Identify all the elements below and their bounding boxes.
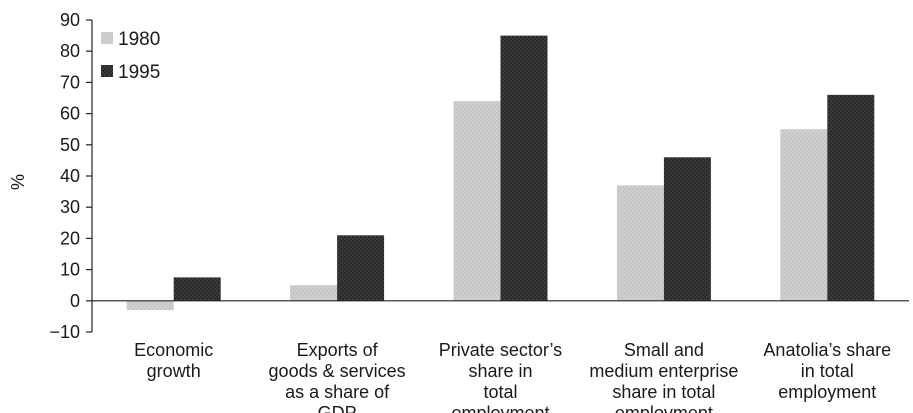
category-label: growth: [147, 361, 201, 381]
bar-1980-1: [126, 300, 174, 311]
category-label: Anatolia’s share: [763, 340, 891, 360]
bar-1980-5: [780, 129, 828, 301]
category-label: share in: [468, 361, 532, 381]
bar-1995-2: [337, 235, 385, 301]
bar-1980-3: [453, 101, 501, 301]
bar-1995-4: [663, 157, 711, 301]
y-axis: 90 80 70 60 50 40 30 20 10 0 −10: [49, 10, 93, 342]
y-tick-label: 80: [60, 41, 80, 61]
y-tick-label: 20: [60, 228, 80, 248]
y-tick-label: 10: [60, 260, 80, 280]
bar-1980-4: [616, 185, 664, 301]
y-tick-label: 0: [70, 291, 80, 311]
category-label: employment: [615, 403, 713, 413]
category-label: Private sector’s: [439, 340, 562, 360]
y-tick-label: 70: [60, 72, 80, 92]
category-label: in total: [801, 361, 854, 381]
bar-1995-1: [173, 277, 221, 301]
category-label: total: [483, 382, 517, 402]
bar-1995-5: [827, 94, 875, 301]
legend: 1980 1995: [101, 29, 160, 83]
y-tick-label: 30: [60, 197, 80, 217]
category-label: medium enterprise: [589, 361, 738, 381]
legend-label-1980: 1980: [118, 29, 160, 50]
category-label: Small and: [624, 340, 704, 360]
bar-1980-2: [290, 285, 338, 301]
y-tick-label: 50: [60, 135, 80, 155]
legend-swatch-1995: [101, 65, 113, 77]
category-label: Exports of: [297, 340, 379, 360]
category-label: GDP: [318, 403, 357, 413]
y-tick-label: 40: [60, 166, 80, 186]
bars: [126, 35, 875, 311]
category-label: Economic: [134, 340, 213, 360]
category-label: employment: [778, 382, 876, 402]
y-tick-label: −10: [49, 322, 80, 342]
category-label: employment: [451, 403, 549, 413]
category-label: goods & services: [269, 361, 406, 381]
bar-1995-3: [500, 35, 548, 301]
legend-label-1995: 1995: [118, 62, 160, 83]
category-label: as a share of: [285, 382, 390, 402]
legend-swatch-1980: [101, 32, 113, 44]
y-tick-label: 60: [60, 104, 80, 124]
y-tick-label: 90: [60, 10, 80, 30]
y-axis-label: %: [8, 174, 28, 190]
category-label: share in total: [612, 382, 715, 402]
